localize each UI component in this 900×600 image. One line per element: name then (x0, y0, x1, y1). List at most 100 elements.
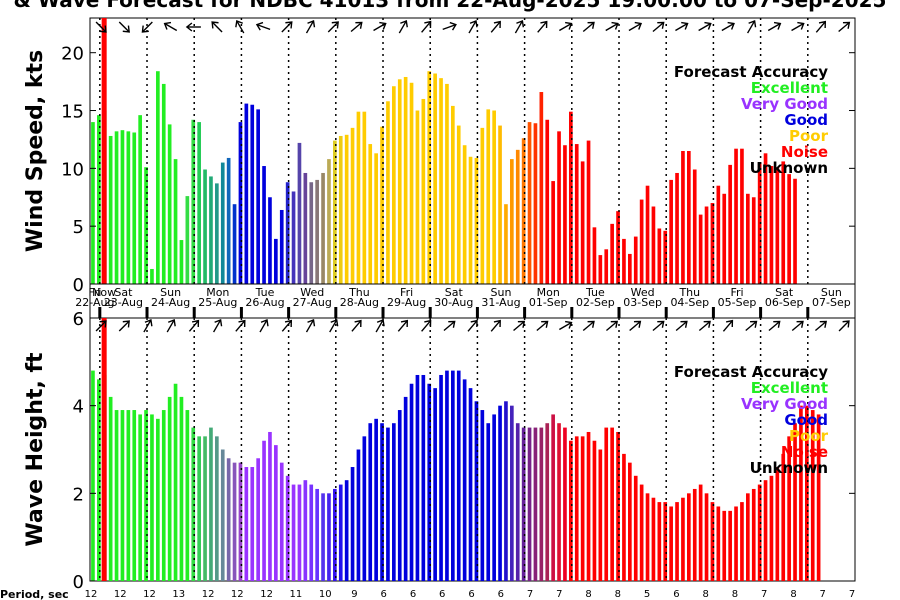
wave-bar (285, 475, 290, 581)
wave-bar (746, 493, 750, 581)
wave-direction-arrow-icon (745, 320, 758, 332)
wind-bar (510, 159, 514, 284)
wind-bar (586, 140, 591, 284)
wave-bar (722, 510, 727, 581)
wave-bar (421, 374, 426, 581)
wave-bar (350, 467, 355, 581)
wave-bar (315, 488, 319, 581)
wind-bar (580, 161, 585, 284)
wind-direction-arrow-icon (118, 21, 130, 33)
wave-bar (185, 410, 190, 581)
wind-bar (321, 172, 325, 284)
wind-bar (303, 172, 308, 284)
wave-legend-item: Noise (781, 443, 828, 461)
wave-bar (297, 484, 302, 581)
date-label: 07-Sep (812, 296, 851, 309)
wave-y-tick-label: 2 (73, 484, 84, 505)
wind-bar (675, 172, 679, 284)
wave-legend-title: Forecast Accuracy (674, 363, 828, 381)
wave-bar (527, 427, 532, 581)
wind-direction-arrow-icon (791, 21, 805, 32)
day-strip-divider (617, 307, 621, 318)
wind-bar (622, 238, 626, 284)
wave-legend-item: Poor (789, 427, 829, 445)
day-of-week-label: Mon (206, 286, 229, 299)
wave-direction-arrow-icon (305, 318, 316, 333)
wind-bar (681, 151, 685, 284)
period-value: 5 (644, 589, 650, 600)
wave-bar (173, 383, 178, 581)
wind-direction-arrow-icon (281, 21, 293, 33)
date-label: 25-Aug (198, 296, 237, 309)
date-label: 24-Aug (151, 296, 190, 309)
wind-bar (203, 169, 207, 284)
wind-bar (415, 110, 420, 285)
wave-bar (415, 374, 420, 581)
wave-legend-item: Very Good (741, 395, 828, 413)
date-label: 22-Aug (75, 296, 114, 309)
wave-bar (397, 410, 402, 581)
wind-bar (427, 71, 432, 284)
wind-bar (421, 98, 426, 285)
wind-direction-arrow-icon (185, 22, 201, 32)
wave-direction-arrow-icon (118, 320, 130, 332)
wave-bar (687, 493, 691, 581)
wave-bar (392, 423, 396, 581)
wind-bar (539, 92, 544, 285)
wind-bar (167, 124, 172, 285)
wave-direction-arrow-icon (259, 318, 269, 333)
period-value: 6 (498, 589, 504, 600)
period-value: 12 (202, 589, 215, 600)
wind-direction-arrow-icon (815, 20, 827, 33)
wave-bar (751, 488, 756, 581)
day-of-week-label: Sun (160, 286, 181, 299)
wind-bar (628, 253, 632, 284)
wave-bar (303, 480, 308, 581)
wave-bar (557, 423, 561, 581)
wave-bar (692, 488, 697, 581)
wind-bar (108, 135, 113, 284)
wind-bar (374, 153, 378, 284)
wind-bar (256, 109, 260, 285)
day-of-week-label: Sat (114, 286, 133, 299)
wind-bar (746, 193, 750, 284)
wind-bar (551, 181, 555, 284)
period-value: 6 (381, 589, 387, 600)
wind-direction-arrow-icon (255, 21, 271, 31)
wind-bar (215, 183, 219, 284)
wave-bar (728, 510, 732, 581)
wave-bar (409, 383, 414, 581)
chart-title: & Wave Forecast for NDBC 41013 from 22-A… (14, 0, 887, 12)
wave-bar (651, 497, 656, 581)
wind-bar (173, 159, 178, 284)
wind-direction-arrow-icon (746, 19, 757, 34)
wave-bar (362, 436, 367, 581)
wind-bar (226, 157, 231, 284)
date-label: 26-Aug (245, 296, 284, 309)
wave-bar (97, 379, 101, 581)
wave-direction-arrow-icon (443, 320, 456, 332)
wave-bar (327, 493, 331, 581)
period-value: 7 (820, 589, 826, 600)
wave-bar (256, 458, 260, 581)
wind-bar (657, 228, 662, 284)
wave-bar (598, 449, 603, 581)
date-label: 04-Sep (670, 296, 709, 309)
wind-bar (669, 179, 673, 284)
wave-direction-arrow-icon (212, 318, 223, 333)
wave-bar (161, 410, 166, 581)
wave-direction-arrow-icon (281, 319, 293, 332)
wave-bar (114, 410, 119, 581)
wind-bar (380, 126, 384, 285)
wave-direction-arrow-icon (814, 320, 828, 332)
wind-direction-arrow-icon (652, 21, 665, 33)
wave-bar (126, 410, 131, 581)
wind-bar (751, 197, 756, 284)
wind-bar (604, 249, 609, 284)
wind-bar (150, 268, 154, 284)
wave-direction-arrow-icon (375, 318, 385, 333)
wind-bar (769, 166, 774, 284)
wind-y-tick-label: 15 (61, 102, 84, 123)
wind-bar (468, 156, 473, 284)
